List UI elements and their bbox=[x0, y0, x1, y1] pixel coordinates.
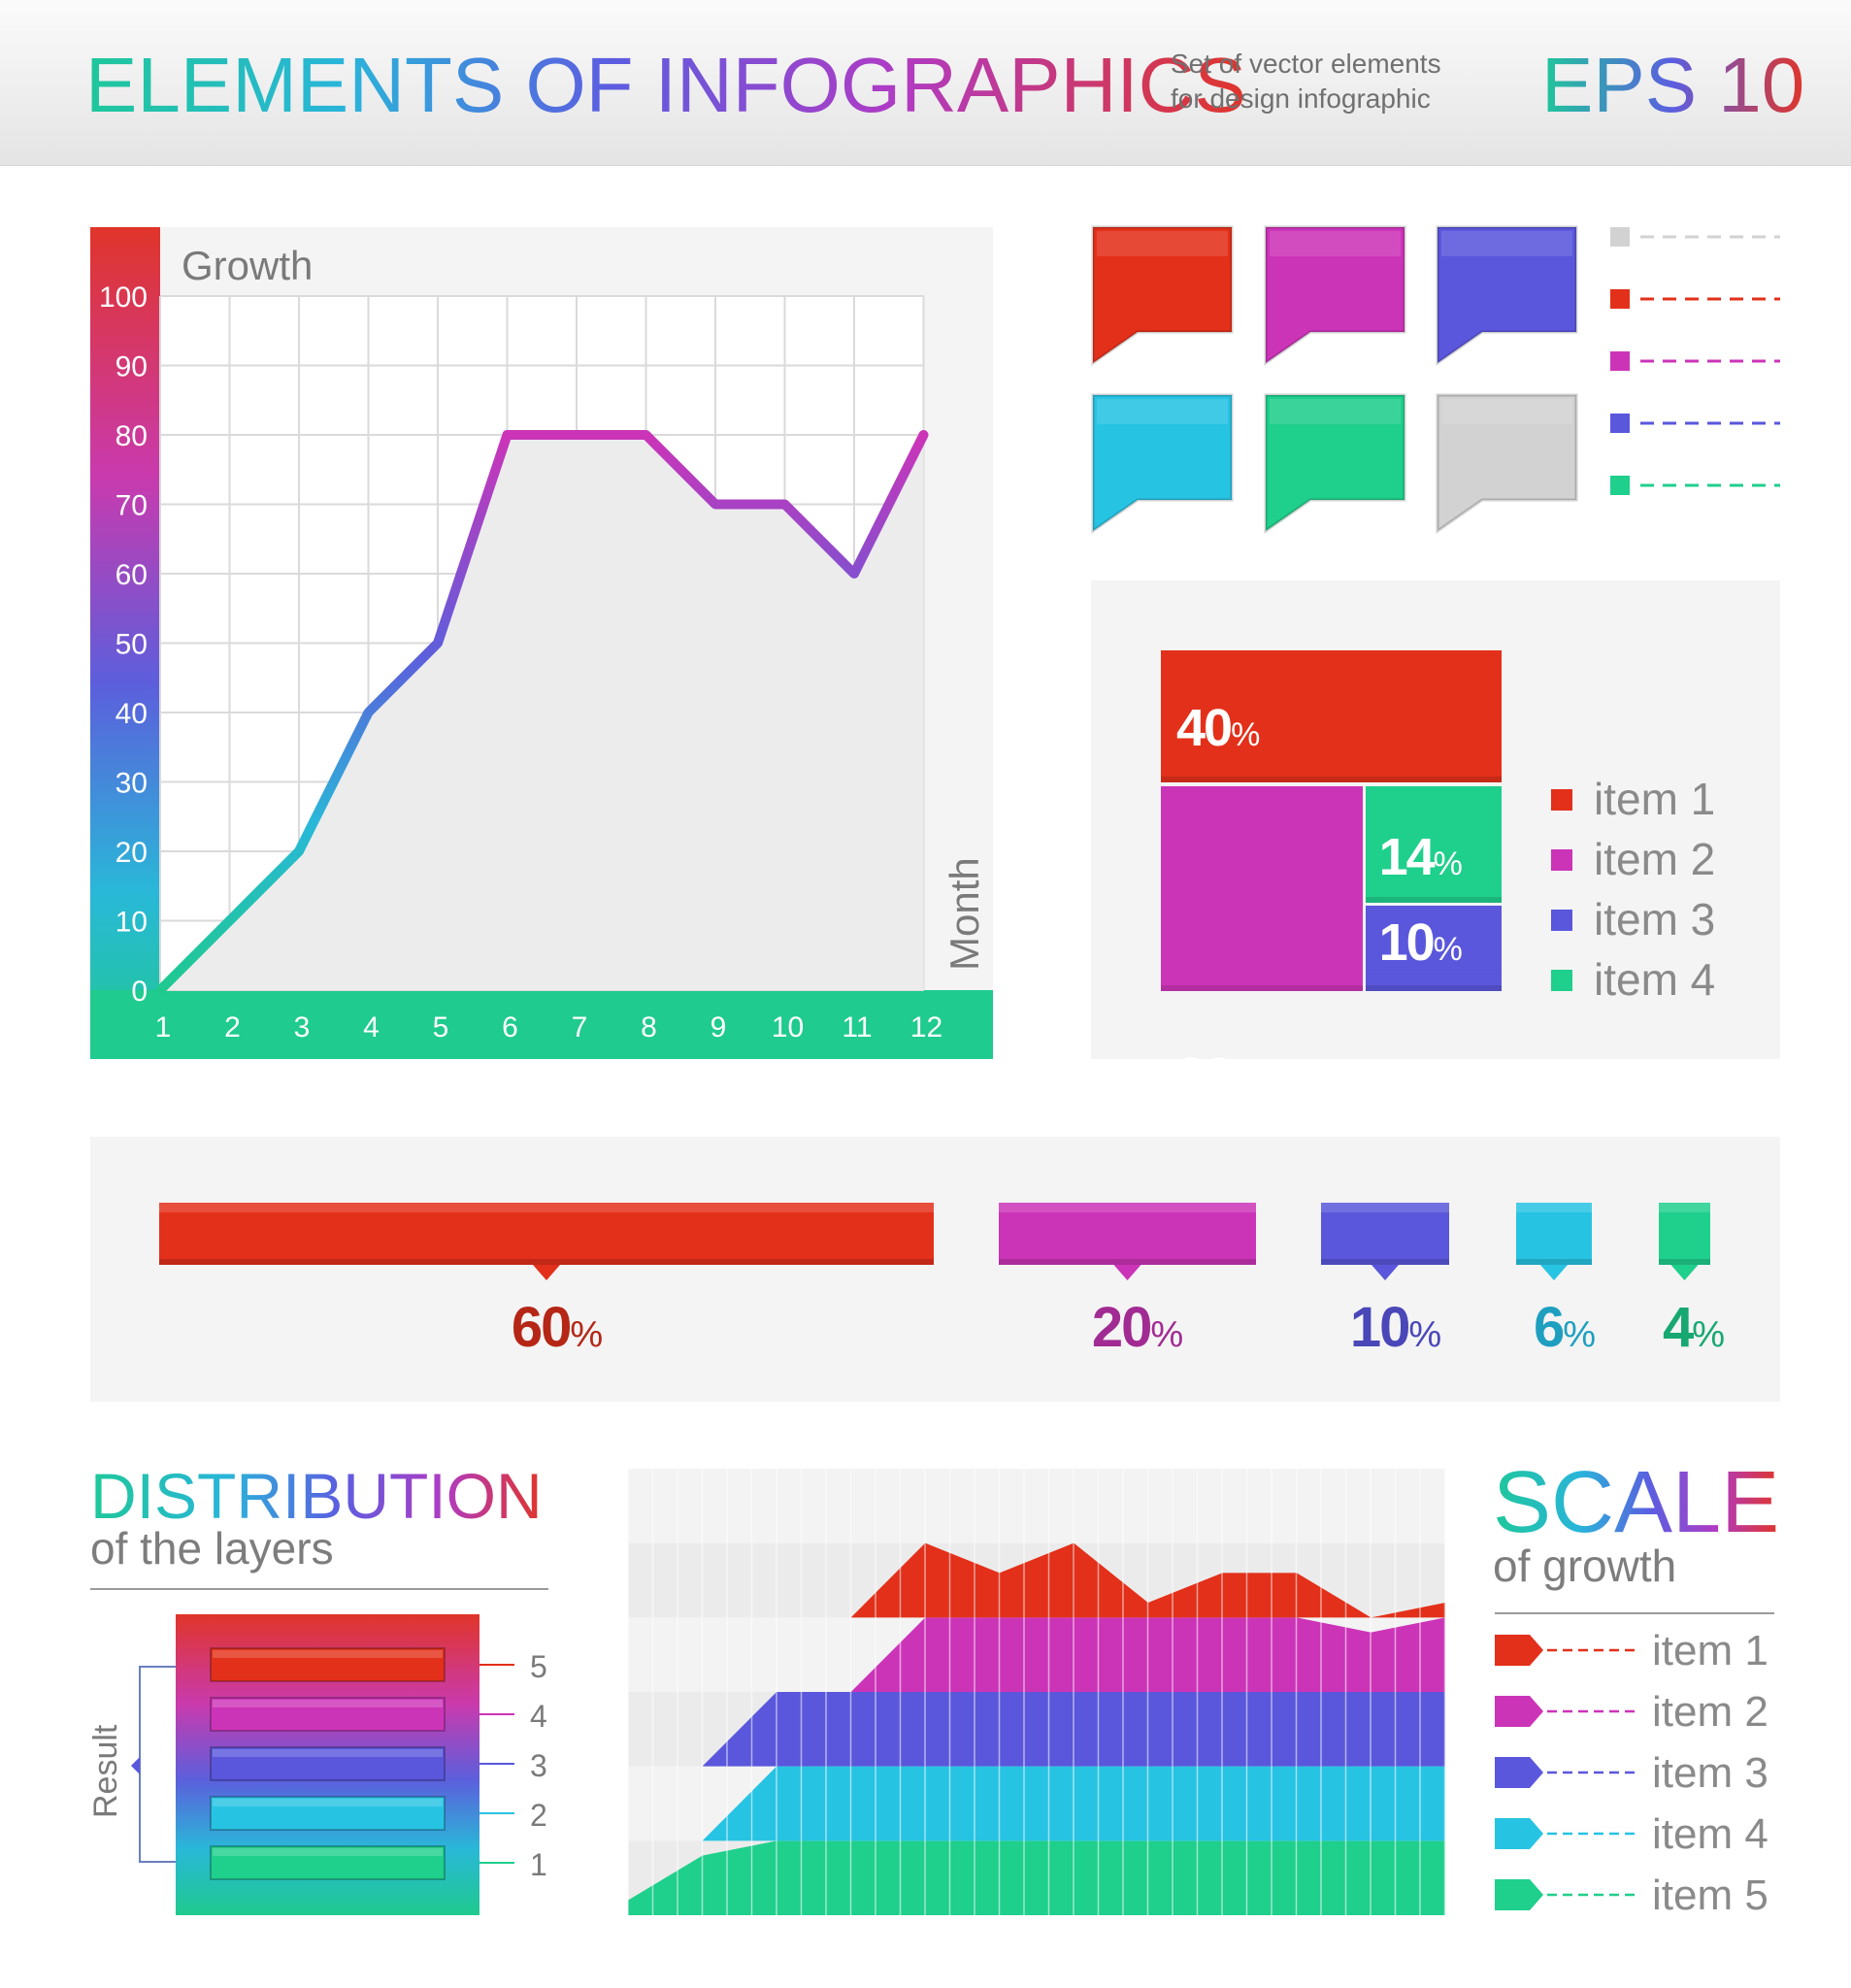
y-tick-label: 60 bbox=[116, 559, 148, 591]
percent-bars-panel bbox=[90, 1137, 1780, 1402]
page-subtitle: Set of vector elements for design infogr… bbox=[1171, 47, 1441, 116]
treemap-cell-label: 40% bbox=[1176, 702, 1260, 761]
treemap-cell-item-1: 40% bbox=[1161, 650, 1502, 783]
y-tick-label: 70 bbox=[116, 490, 148, 522]
legend-label: item 1 bbox=[1594, 774, 1716, 824]
y-tick-label: 90 bbox=[116, 351, 148, 383]
header-bar bbox=[0, 0, 1851, 166]
treemap-value: 40 bbox=[1176, 699, 1233, 758]
treemap-value: 14 bbox=[1378, 828, 1436, 887]
x-tick-label: 12 bbox=[910, 1011, 942, 1044]
y-tick-label: 50 bbox=[116, 629, 148, 661]
y-axis-band bbox=[90, 227, 160, 1059]
treemap-cell-label: 10% bbox=[1379, 916, 1463, 976]
x-tick-label: 10 bbox=[772, 1011, 804, 1044]
legend-swatch bbox=[1551, 970, 1572, 991]
chart-title: Growth bbox=[182, 243, 313, 288]
treemap-cell-item-2: 36% bbox=[1161, 786, 1363, 1103]
x-tick-label: 2 bbox=[224, 1011, 241, 1044]
x-tick-labels: 1 2 3 4 5 6 7 8 9 10 11 12 bbox=[155, 1011, 943, 1044]
legend-label: item 3 bbox=[1594, 894, 1716, 944]
x-axis-title: Month bbox=[942, 857, 987, 971]
legend-swatch bbox=[1551, 789, 1572, 811]
legend-swatch bbox=[1551, 910, 1572, 931]
format-badge: EPS 10 bbox=[1541, 39, 1804, 132]
x-tick-label: 9 bbox=[711, 1011, 727, 1044]
distribution-title: DISTRIBUTION bbox=[90, 1460, 543, 1532]
scale-subtitle: of growth bbox=[1493, 1541, 1677, 1591]
treemap-unit: % bbox=[1433, 845, 1463, 883]
legend-label: item 4 bbox=[1594, 954, 1716, 1005]
treemap-unit: % bbox=[1231, 1065, 1261, 1103]
distribution-divider bbox=[90, 1588, 548, 1590]
x-tick-label: 11 bbox=[842, 1011, 872, 1044]
y-tick-labels: 0 10 20 30 40 50 60 70 80 90 100 bbox=[99, 282, 148, 1008]
legend-swatch bbox=[1551, 849, 1572, 871]
x-tick-label: 7 bbox=[572, 1011, 588, 1044]
x-tick-label: 8 bbox=[641, 1011, 657, 1044]
treemap-cell-item-3: 10% bbox=[1365, 906, 1502, 991]
y-tick-label: 30 bbox=[116, 768, 148, 800]
y-tick-label: 20 bbox=[116, 837, 148, 869]
x-tick-label: 1 bbox=[155, 1011, 172, 1044]
growth-area bbox=[160, 435, 924, 990]
growth-line bbox=[155, 430, 929, 995]
y-tick-label: 80 bbox=[116, 420, 148, 452]
treemap-unit: % bbox=[1433, 931, 1463, 968]
treemap-cell-label: 36% bbox=[1176, 1050, 1260, 1110]
subtitle-line-2: for design infographic bbox=[1171, 83, 1431, 114]
x-axis-band bbox=[90, 990, 993, 1059]
treemap-chart: 40% 36% 14% 10% bbox=[1161, 650, 1502, 1103]
distribution-subtitle: of the layers bbox=[90, 1523, 334, 1574]
scale-title: SCALE bbox=[1493, 1454, 1780, 1551]
page-title: ELEMENTS OF INFOGRAPHICS bbox=[85, 39, 1246, 132]
x-tick-label: 6 bbox=[502, 1011, 518, 1044]
x-tick-label: 3 bbox=[294, 1011, 311, 1044]
treemap-unit: % bbox=[1231, 716, 1261, 754]
y-tick-label: 100 bbox=[99, 282, 148, 314]
y-tick-label: 0 bbox=[131, 976, 148, 1008]
treemap-cell-item-4: 14% bbox=[1365, 786, 1502, 904]
scale-divider bbox=[1495, 1612, 1774, 1614]
subtitle-line-1: Set of vector elements bbox=[1171, 49, 1441, 79]
x-tick-label: 4 bbox=[363, 1011, 380, 1044]
treemap-cell-label: 14% bbox=[1379, 831, 1463, 890]
treemap-value: 36 bbox=[1176, 1047, 1233, 1107]
legend-label: item 2 bbox=[1594, 834, 1716, 884]
y-tick-label: 40 bbox=[116, 698, 148, 730]
treemap-value: 10 bbox=[1378, 913, 1436, 972]
y-tick-label: 10 bbox=[116, 907, 148, 939]
x-tick-label: 5 bbox=[433, 1011, 449, 1044]
